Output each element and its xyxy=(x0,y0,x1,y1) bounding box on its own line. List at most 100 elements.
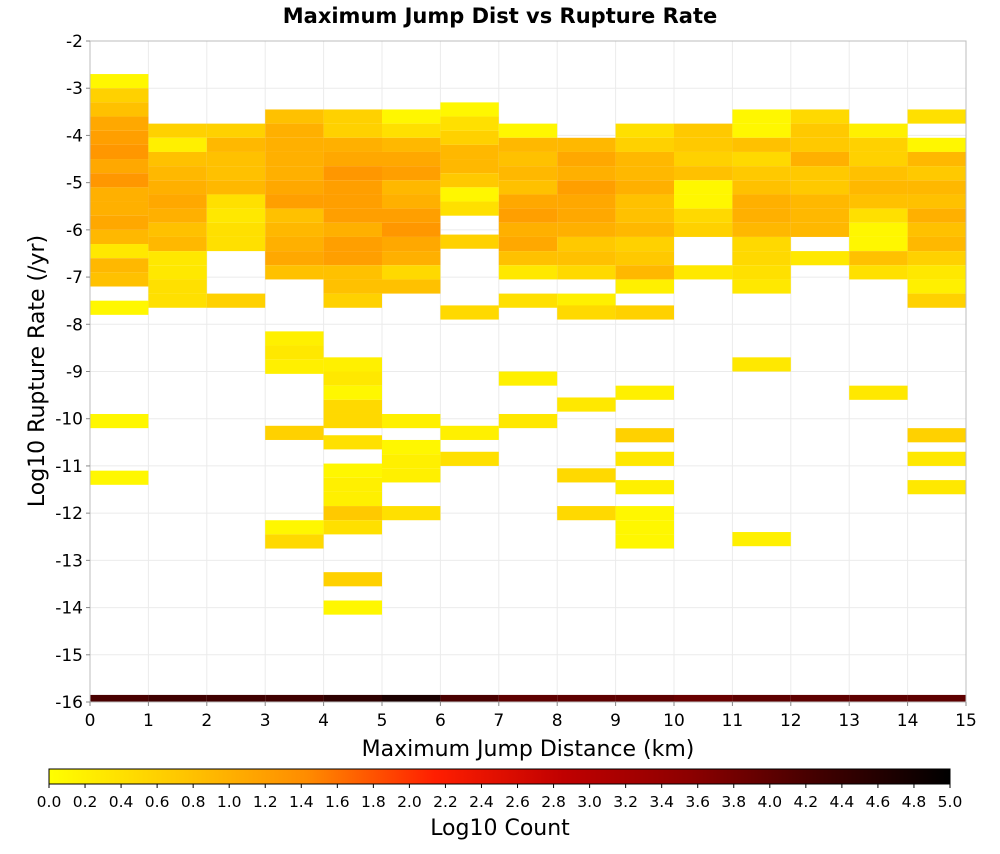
colorbar-tick-label: 2.6 xyxy=(505,793,530,811)
heatmap-cell xyxy=(557,151,616,167)
heatmap-bottom-cell xyxy=(557,694,616,702)
x-tick-label: 2 xyxy=(201,711,212,731)
heatmap-cell xyxy=(849,194,908,209)
heatmap-cell xyxy=(323,251,382,266)
heatmap-cell xyxy=(615,123,674,138)
heatmap-cell xyxy=(90,413,149,429)
heatmap-cell xyxy=(90,201,149,216)
heatmap-cell xyxy=(440,102,499,117)
heatmap-cell xyxy=(323,413,382,429)
heatmap-cell xyxy=(265,180,324,195)
x-tick-label: 0 xyxy=(85,711,96,731)
y-tick-label: -16 xyxy=(55,693,83,713)
x-tick-label: 12 xyxy=(780,711,802,731)
heatmap-cell xyxy=(90,159,149,174)
heatmap-cell xyxy=(440,451,499,466)
heatmap-cell xyxy=(265,534,324,549)
heatmap-cell xyxy=(148,279,207,294)
colorbar-tick-label: 0.8 xyxy=(181,793,206,811)
heatmap-cell xyxy=(615,236,674,252)
colorbar xyxy=(48,768,951,785)
heatmap-cell xyxy=(907,137,966,152)
heatmap-cell xyxy=(674,208,733,223)
heatmap-cell xyxy=(907,180,966,195)
heatmap-cell xyxy=(323,123,382,138)
heatmap-cell xyxy=(849,166,908,181)
heatmap-cell xyxy=(323,572,382,587)
heatmap-cell xyxy=(90,229,149,245)
heatmap-cell xyxy=(323,477,382,492)
heatmap-cell xyxy=(265,151,324,167)
heatmap-cell xyxy=(907,194,966,209)
heatmap-cell xyxy=(674,180,733,195)
heatmap-cell xyxy=(498,413,558,429)
heatmap-cell xyxy=(90,144,149,160)
heatmap-cells xyxy=(90,74,966,702)
heatmap-cell xyxy=(615,137,674,152)
heatmap-cell xyxy=(206,194,266,209)
heatmap-cell xyxy=(907,222,966,237)
heatmap-cell xyxy=(382,137,441,152)
heatmap-cell xyxy=(732,279,791,294)
heatmap-cell xyxy=(90,300,149,315)
heatmap-cell xyxy=(557,208,616,223)
heatmap-cell xyxy=(440,425,499,440)
heatmap-cell xyxy=(323,208,382,223)
heatmap-cell xyxy=(732,180,791,195)
heatmap-cell xyxy=(323,194,382,209)
heatmap-cell xyxy=(615,451,674,466)
x-tick-label: 15 xyxy=(955,711,977,731)
heatmap-cell xyxy=(907,151,966,167)
heatmap-cell xyxy=(615,385,674,400)
heatmap-cell xyxy=(323,137,382,152)
colorbar-tick-label: 4.8 xyxy=(902,793,927,811)
heatmap-bottom-cell xyxy=(90,694,149,702)
heatmap-cell xyxy=(498,208,558,223)
heatmap-bottom-cell xyxy=(732,694,791,702)
x-tick-label: 5 xyxy=(377,711,388,731)
heatmap-bottom-cell xyxy=(849,694,908,702)
heatmap-cell xyxy=(440,144,499,160)
heatmap-cell xyxy=(790,222,850,237)
heatmap-cell xyxy=(90,470,149,485)
x-tick-label: 7 xyxy=(493,711,504,731)
heatmap-cell xyxy=(323,109,382,124)
heatmap-cell xyxy=(557,293,616,308)
x-tick-label: 4 xyxy=(318,711,329,731)
heatmap-cell xyxy=(382,279,441,294)
heatmap-cell xyxy=(498,180,558,195)
heatmap-bottom-cell xyxy=(148,694,207,702)
colorbar-tick-label: 4.6 xyxy=(866,793,891,811)
heatmap-cell xyxy=(90,187,149,202)
heatmap-cell xyxy=(498,222,558,237)
heatmap-cell xyxy=(90,74,149,89)
colorbar-tick-label: 3.8 xyxy=(721,793,746,811)
heatmap-cell xyxy=(615,151,674,167)
heatmap-cell xyxy=(206,137,266,152)
heatmap-cell xyxy=(615,265,674,280)
x-tick-label: 10 xyxy=(663,711,685,731)
x-tick-label: 3 xyxy=(260,711,271,731)
heatmap-cell xyxy=(732,166,791,181)
heatmap-cell xyxy=(206,180,266,195)
heatmap-cell xyxy=(206,166,266,181)
heatmap-cell xyxy=(265,109,324,124)
colorbar-tick-label: 4.0 xyxy=(757,793,782,811)
y-tick-label: -6 xyxy=(66,221,83,241)
heatmap-cell xyxy=(557,137,616,152)
heatmap-cell xyxy=(732,265,791,280)
y-tick-label: -14 xyxy=(55,599,83,619)
heatmap-cell xyxy=(498,194,558,209)
heatmap-cell xyxy=(206,151,266,167)
heatmap-cell xyxy=(732,137,791,152)
heatmap-cell xyxy=(907,236,966,252)
heatmap-cell xyxy=(557,265,616,280)
colorbar-tick-label: 3.0 xyxy=(577,793,602,811)
x-tick-label: 1 xyxy=(143,711,154,731)
y-tick-label: -9 xyxy=(66,363,83,383)
heatmap-cell xyxy=(440,201,499,216)
heatmap-cell xyxy=(790,180,850,195)
heatmap-cell xyxy=(907,265,966,280)
heatmap-cell xyxy=(323,520,382,535)
